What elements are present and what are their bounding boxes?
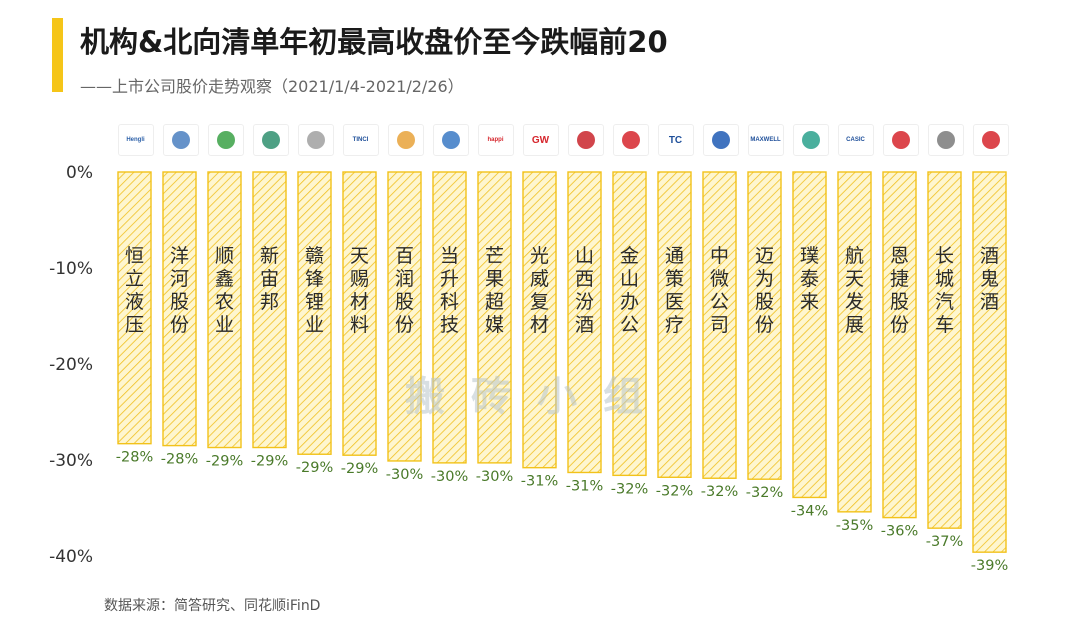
bar [162,171,197,447]
amec-logo [702,124,739,156]
value-labels-group: -28% -28% -29% -29% -29% -29% -30% -30% -30% -31%… [116,450,1008,574]
value-label: -29% [206,454,243,470]
fenjiu-logo [567,124,604,156]
category-label: 长城汽车 [935,245,954,336]
pulead-logo [792,124,829,156]
category-label: 恩捷股份 [890,245,909,336]
bar [792,171,827,499]
value-label: -28% [116,450,153,466]
bar [387,171,422,462]
y-tick-label: 0% [66,163,93,183]
title-accent-bar [52,18,63,92]
y-axis: 0% -10% -20% -30% -40% [49,163,93,567]
y-tick-label: -30% [49,451,93,471]
ganfeng-logo [297,124,334,156]
value-label: -34% [791,503,828,519]
tianci-logo: TINCI [342,124,379,156]
category-label: 芒果超媒 [485,245,504,336]
category-label: 中微公司 [710,245,729,336]
xinmiao-logo [252,124,289,156]
mgchaomei-logo: happi [477,124,514,156]
value-label: -30% [476,469,513,485]
bar [117,171,152,445]
bar [522,171,557,469]
casic-logo: CASIC [837,124,874,156]
bar [342,171,377,456]
bar [567,171,602,474]
value-label: -28% [161,452,198,468]
category-label: 酒鬼酒 [980,245,999,313]
category-label: 天赐材料 [350,245,369,336]
value-label: -32% [656,483,693,499]
category-label: 光威复材 [530,245,549,336]
bar [927,171,962,529]
value-label: -37% [926,534,963,550]
bar [837,171,872,513]
category-label: 山西汾酒 [575,245,594,336]
bar [882,171,917,519]
data-source: 数据来源：简答研究、同花顺iFinD [104,598,321,614]
dangsheng-logo [432,124,469,156]
gw-logo: GW [522,124,559,156]
category-label: 顺鑫农业 [215,245,234,336]
category-label: 恒立液压 [125,245,144,336]
y-tick-label: -40% [49,547,93,567]
category-label: 通策医疗 [665,245,684,336]
watermark: 搬砖小组 [405,374,669,420]
category-label: 赣锋锂业 [305,245,324,336]
hanbio-logo [882,124,919,156]
category-labels-group: 恒立液压 洋河股份 顺鑫农业 新宙邦 赣锋锂业 天赐材料 百润股份 当升科技 芒果超媒 光威复材 山… [125,245,999,336]
value-label: -31% [521,474,558,490]
bar [432,171,467,464]
value-label: -32% [611,481,648,497]
y-tick-label: -10% [49,259,93,279]
bar [702,171,737,479]
bars-group [117,171,1007,553]
bar [207,171,242,449]
value-label: -29% [296,460,333,476]
chart-subtitle: ——上市公司股价走势观察（2021/1/4-2021/2/26） [80,77,464,96]
chart-title: 机构&北向清单年初最高收盘价至今跌幅前20 [80,25,668,59]
y-tick-label: -20% [49,355,93,375]
bar [477,171,512,464]
value-label: -35% [836,518,873,534]
value-label: -30% [431,469,468,485]
jiuguijiu-logo [972,124,1009,156]
category-label: 百润股份 [395,245,414,336]
category-label: 航天发展 [845,245,864,336]
shunxin-logo [207,124,244,156]
value-label: -39% [971,558,1008,574]
category-label: 金山办公 [620,245,639,336]
tongce-logo: TC [657,124,694,156]
bar [252,171,287,449]
value-label: -36% [881,524,918,540]
category-label: 迈为股份 [755,245,774,336]
category-label: 璞泰来 [800,245,819,313]
maxwell-logo: MAXWELL [747,124,784,156]
value-label: -32% [701,484,738,500]
category-label: 当升科技 [440,245,459,336]
jinshan-logo [612,124,649,156]
value-label: -30% [386,467,423,483]
bar [297,171,332,455]
category-label: 洋河股份 [170,245,189,336]
value-label: -29% [251,454,288,470]
bar [972,171,1007,553]
value-label: -29% [341,461,378,477]
greatwall-logo [927,124,964,156]
yanghe-logo [162,124,199,156]
hengli-logo: Hengli [117,124,154,156]
bar [612,171,647,477]
bar [657,171,692,478]
bar [747,171,782,480]
category-label: 新宙邦 [260,245,279,313]
value-label: -31% [566,478,603,494]
bairun-logo [387,124,424,156]
value-label: -32% [746,485,783,501]
